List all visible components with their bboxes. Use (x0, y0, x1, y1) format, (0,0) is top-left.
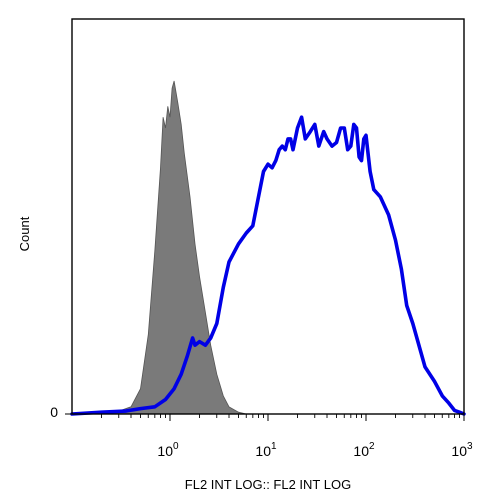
axis-ticks: 100 101 102 103 0 (50, 404, 473, 459)
histogram-filled-series (72, 80, 464, 415)
plot-area (70, 80, 466, 416)
x-tick-label: 100 (157, 441, 179, 459)
x-tick-label: 102 (353, 441, 375, 459)
x-tick-label: 103 (451, 441, 473, 459)
y-axis-label: Count (17, 216, 32, 251)
histogram-line-series (70, 115, 466, 416)
x-axis-label: FL2 INT LOG:: FL2 INT LOG (185, 477, 351, 492)
plot-frame (71, 18, 465, 415)
y-tick-label: 0 (50, 404, 58, 420)
x-tick-label: 101 (255, 441, 277, 459)
